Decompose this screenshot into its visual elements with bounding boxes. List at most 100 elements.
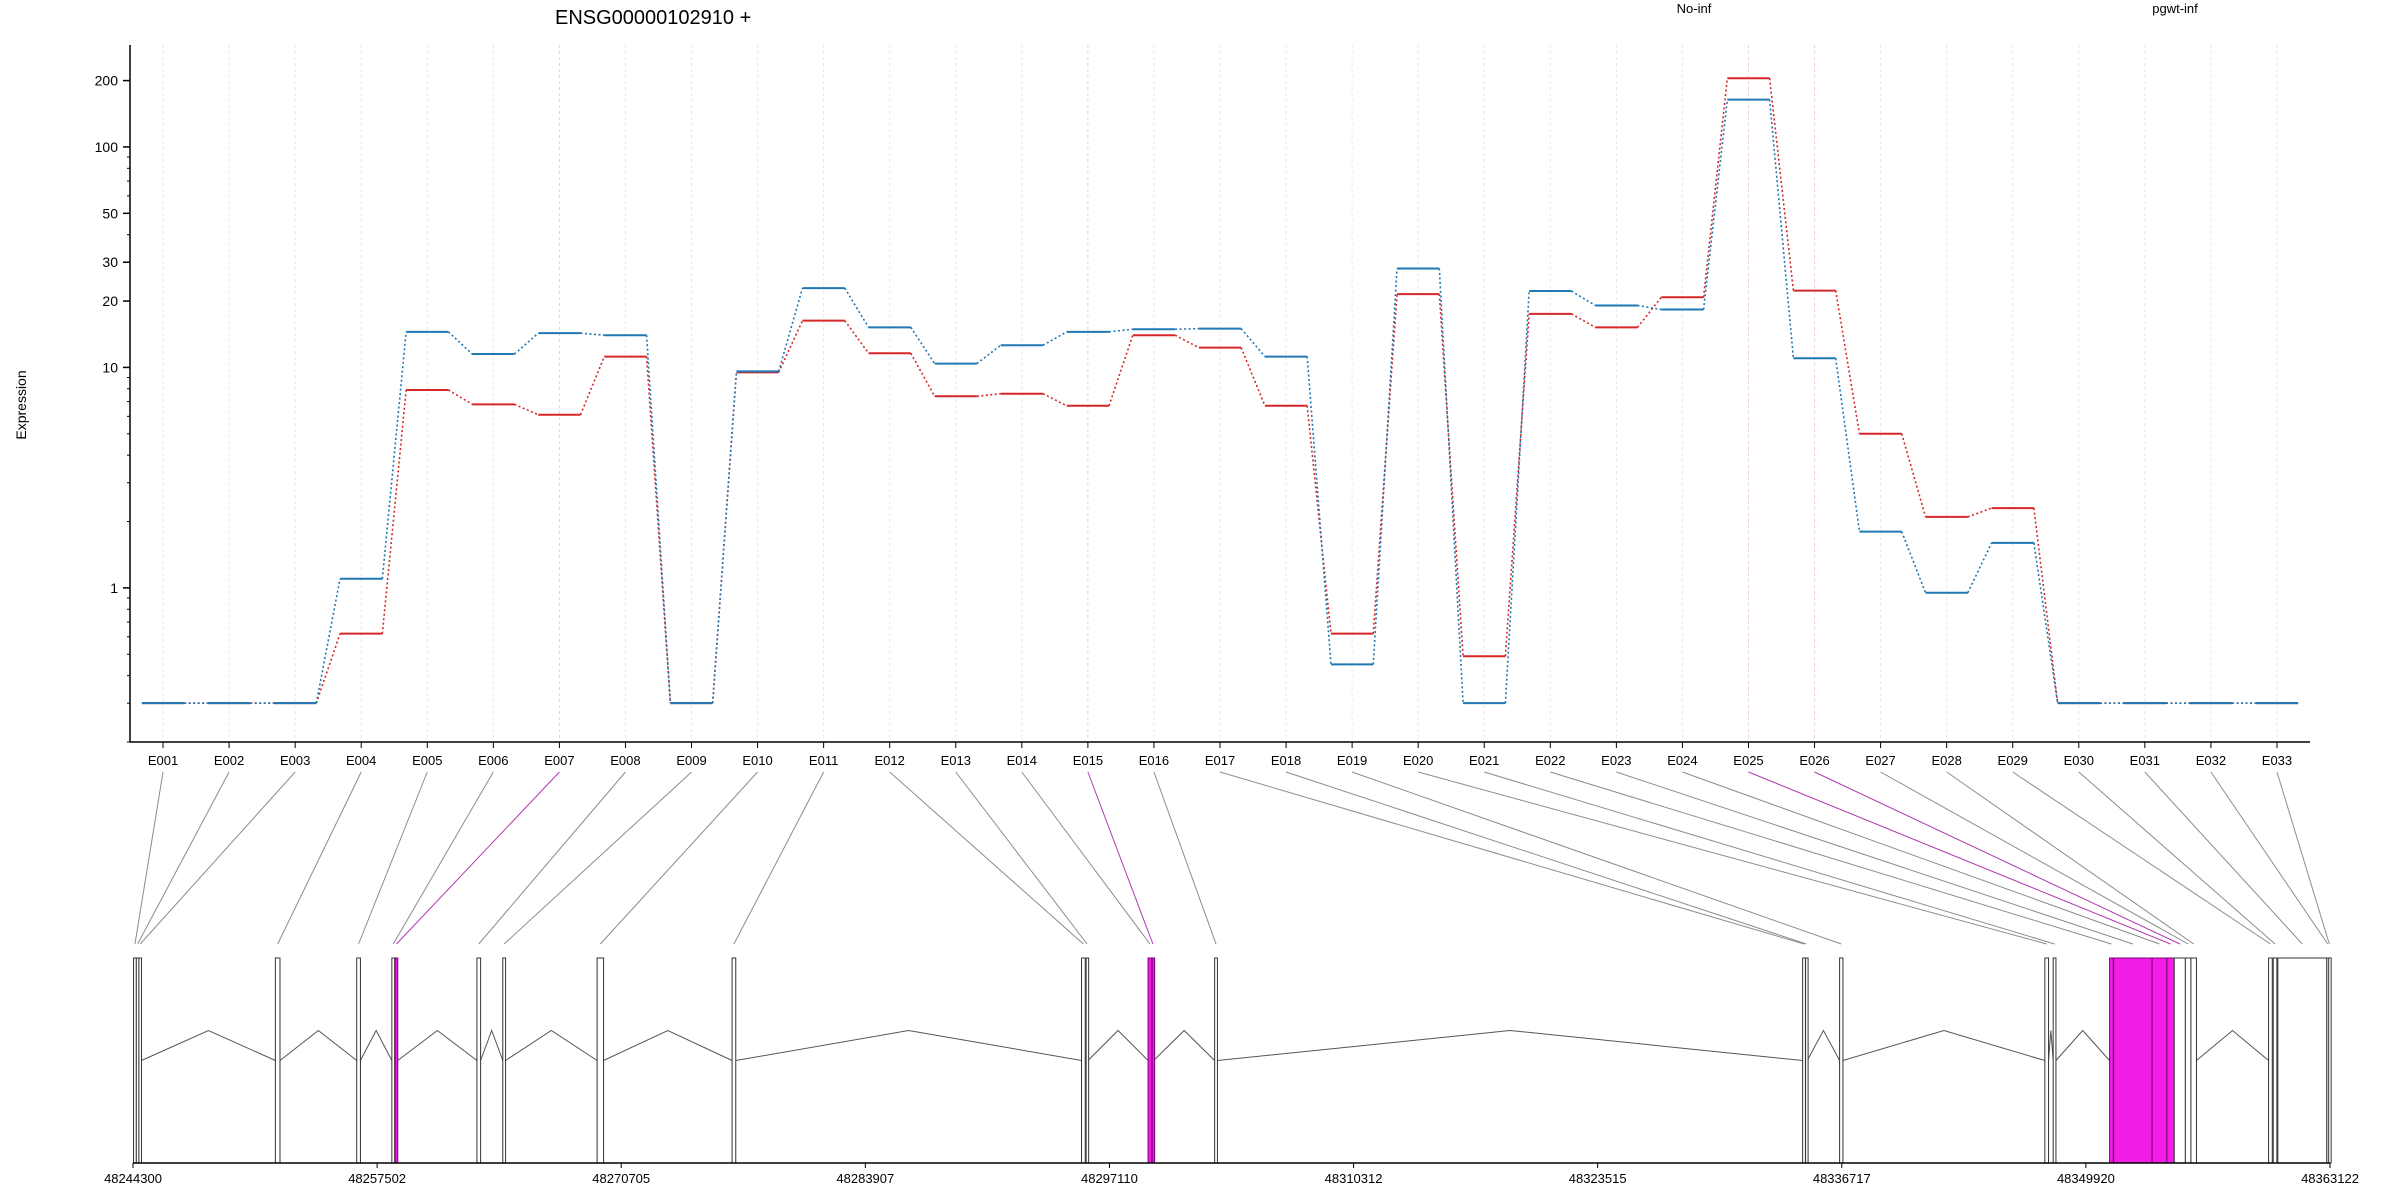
x-tick-label-E013: E013 (941, 753, 971, 768)
connector-E011 (733, 771, 825, 945)
x-tick-label-E009: E009 (676, 753, 706, 768)
exon-box-E016 (1214, 957, 1218, 1164)
series-connector (976, 344, 1002, 365)
connector-E008 (478, 771, 626, 945)
connector-E013 (955, 771, 1088, 945)
x-tick-label-E012: E012 (875, 753, 905, 768)
series-connector (1571, 290, 1596, 307)
intron-line (1842, 1029, 2045, 1061)
connector-E007 (396, 771, 560, 945)
exon-box-E022 (2109, 957, 2114, 1164)
series-connector (1967, 542, 1993, 594)
connector-E025 (1748, 771, 2171, 945)
x-tick-label-E033: E033 (2262, 753, 2292, 768)
exon-box-E019 (1839, 957, 1844, 1164)
y-tick-label: 30 (102, 254, 118, 270)
exon-connectors (134, 771, 2330, 945)
genomic-tick-label: 48323515 (1569, 1171, 1627, 1186)
intron-line (1806, 1029, 1841, 1061)
x-tick-label-E002: E002 (214, 753, 244, 768)
intron-line (141, 1029, 276, 1061)
x-tick-label-E028: E028 (1931, 753, 1961, 768)
series-connector (1702, 99, 1729, 310)
genomic-tick-label: 48297110 (1081, 1171, 1138, 1186)
exon-box-E026 (2173, 957, 2186, 1164)
x-tick-label-E023: E023 (1601, 753, 1631, 768)
connector-E023 (1616, 771, 2134, 945)
series-connector (315, 633, 341, 704)
exon-box-E031 (2277, 957, 2328, 1164)
exon-box-E029 (2268, 957, 2273, 1164)
exon-box-E020 (2044, 957, 2050, 1164)
connector-E024 (1682, 771, 2160, 945)
x-tick-label-E008: E008 (610, 753, 640, 768)
genomic-axis: 48244300 48257502 48270705 48283907 48297110… (104, 1162, 2359, 1186)
connector-E012 (889, 771, 1084, 945)
axes: 1 10 20 30 50 100 200 E001 E002 E003 E004 E005 E006 E… (95, 45, 2310, 768)
series-connector (514, 403, 539, 416)
exon-box-E015 (1151, 957, 1156, 1164)
connector-E022 (1550, 771, 2112, 945)
exon-box-E018 (1805, 957, 1809, 1164)
intron-line (2055, 1029, 2110, 1061)
connector-E003 (139, 771, 296, 945)
x-tick-label-E017: E017 (1205, 753, 1235, 768)
series-connector (579, 356, 606, 416)
genomic-tick-label: 48310312 (1325, 1171, 1383, 1186)
genomic-tick-label: 48270705 (592, 1171, 650, 1186)
exon-box-E021 (2052, 957, 2057, 1164)
intron-line (2048, 1030, 2054, 1061)
exon-box-E033 (2328, 957, 2332, 1164)
series-connector (711, 371, 738, 704)
series-connector (447, 331, 473, 355)
series-connector (1042, 392, 1068, 407)
x-tick-label-E010: E010 (742, 753, 772, 768)
exon-box-E017 (1802, 957, 1806, 1164)
connector-E001 (134, 771, 164, 945)
connector-E015 (1087, 771, 1154, 945)
series-lines (141, 77, 2299, 705)
x-tick-label-E019: E019 (1337, 753, 1367, 768)
connector-E014 (1021, 771, 1151, 945)
x-tick-label-E018: E018 (1271, 753, 1301, 768)
series-connector (910, 352, 936, 397)
series-connector (1834, 358, 1861, 532)
x-tick-label-E031: E031 (2130, 753, 2160, 768)
series-connector (645, 335, 672, 704)
series-connector (513, 332, 539, 355)
series-connector (1042, 331, 1068, 346)
exon-box-E028 (2190, 957, 2197, 1164)
series-connector (1967, 507, 1992, 518)
connector-E010 (599, 771, 758, 945)
legend-entry-no-inf: No-inf (1677, 1, 1712, 16)
exon-box-E023 (2113, 957, 2153, 1164)
x-tick-label-E011: E011 (809, 753, 838, 768)
series-connector (1306, 405, 1332, 634)
x-tick-label-E032: E032 (2196, 753, 2226, 768)
series-connector (1175, 327, 1199, 331)
genomic-tick-label: 48244300 (104, 1171, 162, 1186)
exon-box-E030 (2272, 957, 2278, 1164)
series-connector (1108, 334, 1134, 407)
connector-E006 (392, 771, 494, 945)
chart-title: ENSG00000102910 + (555, 7, 751, 29)
series-connector (1900, 531, 1927, 594)
exon-box-E003 (138, 957, 143, 1164)
connector-E004 (277, 771, 362, 945)
intron-line (1087, 1029, 1149, 1061)
series-connector (1504, 291, 1530, 704)
connector-E031 (2144, 771, 2303, 945)
y-tick-label: 1 (110, 580, 118, 596)
exon-box-E012 (1081, 957, 1086, 1164)
x-tick-label-E025: E025 (1733, 753, 1763, 768)
connector-E017 (1219, 771, 1805, 945)
connector-E020 (1418, 771, 2047, 945)
gridlines (162, 45, 2278, 742)
connector-E009 (503, 771, 692, 945)
series-connector (1834, 290, 1861, 434)
x-tick-label-E006: E006 (478, 753, 508, 768)
series-connector (580, 332, 605, 337)
y-tick-label: 10 (102, 359, 118, 375)
intron-line (1217, 1029, 1803, 1061)
